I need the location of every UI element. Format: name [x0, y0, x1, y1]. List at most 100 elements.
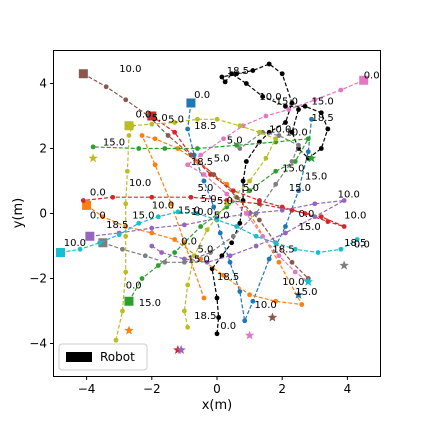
trajectory-point: [185, 126, 191, 132]
trajectory-point: [211, 204, 217, 210]
trajectory-point: [204, 227, 210, 233]
trajectory-line: [83, 115, 345, 228]
trajectory-point: [221, 136, 226, 142]
trajectory-point: [273, 240, 279, 246]
x-tick-label: 4: [344, 382, 352, 396]
time-annotation: 0.0: [181, 236, 197, 247]
trajectory-point: [97, 240, 103, 246]
trajectory-point: [234, 142, 239, 148]
trajectory-point: [214, 116, 220, 122]
x-tick-label: −2: [143, 382, 161, 396]
trajectory-point: [315, 250, 321, 255]
trajectory-point: [341, 198, 347, 203]
trajectory-point: [219, 74, 225, 80]
trajectory-point: [299, 302, 305, 307]
series-layer: [56, 61, 369, 343]
x-tick-label: −4: [78, 382, 96, 396]
time-annotation: 10.0: [119, 64, 141, 75]
trajectory-point: [289, 100, 295, 106]
trajectory-point: [276, 253, 282, 259]
trajectory-point: [216, 315, 222, 320]
time-annotation: 18.5: [227, 66, 249, 77]
trajectory-point: [149, 230, 155, 236]
goal-star-marker: [124, 325, 134, 335]
time-annotation: 10.0: [282, 277, 304, 288]
time-annotation: 0.0: [354, 240, 370, 251]
trajectory-point: [172, 120, 178, 125]
trajectory-point: [312, 214, 318, 220]
trajectory-point: [211, 172, 217, 177]
time-annotation: 5.0: [201, 194, 217, 205]
start-marker: [56, 248, 66, 257]
trajectory-point: [198, 256, 204, 262]
trajectory-line: [93, 138, 310, 302]
trajectory-point: [113, 337, 119, 343]
trajectory-point: [263, 113, 269, 119]
time-annotation: 10.0: [191, 207, 213, 218]
trajectory-line: [89, 199, 345, 263]
trajectory-point: [227, 253, 233, 259]
x-tick-label: 2: [278, 382, 286, 396]
trajectory-point: [195, 211, 200, 216]
trajectory-point: [103, 84, 109, 90]
trajectory-point: [237, 123, 243, 129]
trajectory-point: [325, 126, 331, 132]
trajectory-point: [292, 269, 298, 275]
start-marker: [124, 121, 134, 131]
time-annotation: 0.0: [364, 71, 380, 82]
trajectory-point: [276, 133, 282, 138]
start-marker: [147, 111, 157, 121]
time-annotation: 15.0: [295, 287, 317, 298]
trajectory-0: [209, 61, 331, 337]
time-annotation: 5.0: [214, 154, 230, 165]
trajectory-point: [110, 194, 116, 200]
goal-star-marker: [244, 330, 255, 340]
trajectory-line: [102, 131, 300, 263]
trajectory-point: [286, 107, 292, 112]
trajectory-point: [318, 110, 324, 116]
trajectory-point: [289, 129, 295, 135]
trajectory-line: [83, 73, 309, 279]
start-marker: [359, 75, 369, 85]
goal-layer: [88, 153, 349, 354]
trajectory-point: [253, 243, 259, 249]
trajectory-point: [224, 201, 230, 207]
time-annotation: 15.0: [305, 171, 327, 182]
trajectory-point: [139, 276, 145, 281]
trajectory-point: [256, 129, 262, 135]
trajectory-point: [175, 209, 181, 215]
trajectory-point: [195, 116, 200, 122]
time-annotation: 15.0: [178, 206, 200, 217]
trajectory-point: [253, 211, 259, 216]
trajectory-point: [237, 146, 243, 151]
time-annotation: 18.5: [191, 157, 213, 168]
time-annotation: 5.0: [197, 245, 213, 256]
time-annotation: 15.0: [276, 97, 298, 108]
start-marker: [124, 296, 134, 306]
annotation-layer: 0.010.0 18.50.0 10.015.0 15.00.0 5.0 5.018.51…: [64, 64, 380, 332]
trajectory-point: [123, 201, 129, 207]
trajectory-point: [242, 318, 248, 324]
time-annotation: 15.0: [103, 137, 125, 148]
trajectory-point: [230, 233, 236, 239]
time-annotation: 0.0: [126, 280, 142, 291]
trajectory-point: [243, 81, 249, 86]
trajectory-point: [283, 230, 288, 236]
trajectory-point: [80, 198, 86, 203]
trajectory-point: [302, 211, 308, 216]
time-annotation: 10.0: [269, 124, 291, 135]
time-annotation: 15.0: [132, 210, 154, 221]
trajectory-point: [309, 116, 314, 122]
goal-star-marker: [88, 153, 98, 163]
time-annotation: 5.0: [197, 183, 213, 194]
time-annotation: 5.0: [217, 196, 233, 207]
trajectory-point: [201, 295, 207, 301]
trajectory-point: [276, 259, 282, 265]
y-tick-label: −2: [29, 272, 47, 286]
time-annotation: 5.0: [227, 136, 243, 147]
trajectory-3: [90, 136, 311, 306]
trajectory-point: [253, 233, 259, 239]
trajectory-line: [186, 79, 364, 283]
